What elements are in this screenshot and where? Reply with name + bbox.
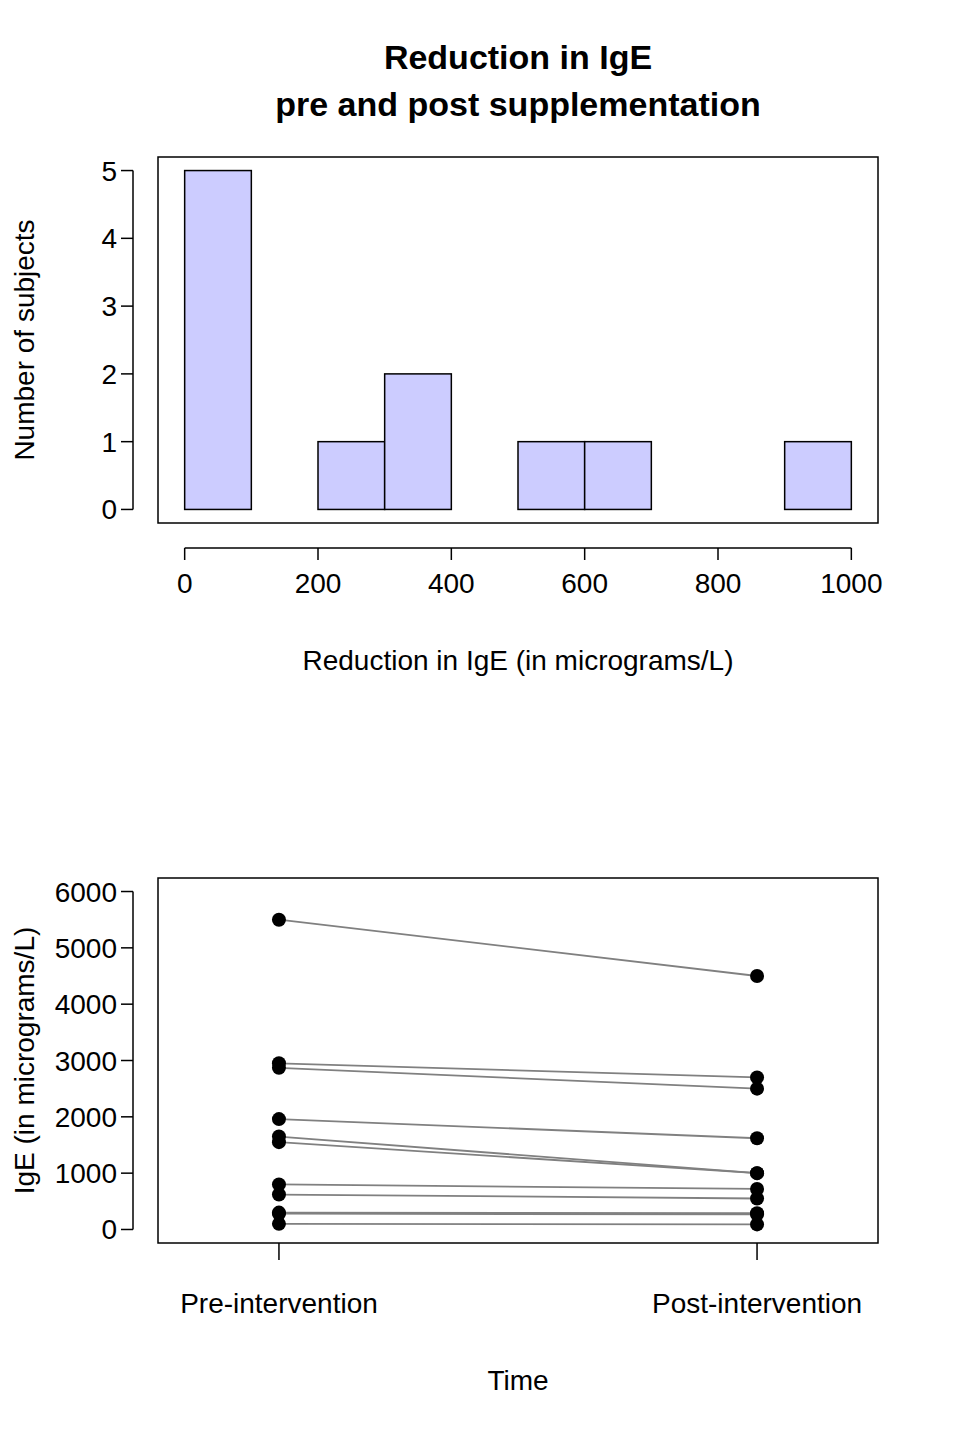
hist-bar (785, 442, 852, 510)
hist-bar (718, 509, 785, 511)
y-axis-label: Number of subjects (9, 219, 40, 460)
y-tick (121, 947, 133, 949)
y-tick-label: 1 (101, 427, 117, 458)
hist-bar (585, 442, 652, 510)
y-tick (121, 1229, 133, 1231)
y-axis-label: IgE (in micrograms/L) (9, 927, 40, 1195)
plot-area (185, 171, 852, 510)
y-tick (121, 170, 133, 172)
x-tick-label: Pre-intervention (180, 1288, 378, 1319)
subject-line (279, 1213, 757, 1215)
x-axis-label: Reduction in IgE (in micrograms/L) (302, 645, 733, 676)
hist-bar (318, 442, 385, 510)
x-tick (451, 548, 453, 560)
x-tick (184, 548, 186, 560)
hist-bar (451, 509, 518, 511)
y-tick-label: 4 (101, 223, 117, 254)
y-tick (121, 1003, 133, 1005)
y-tick (121, 441, 133, 443)
x-axis-line (185, 547, 852, 549)
x-tick-label: 1000 (820, 568, 882, 599)
subject-point (272, 913, 286, 927)
subject-point (750, 1217, 764, 1231)
title: Reduction in IgE (384, 38, 652, 76)
hist-bar (185, 171, 252, 510)
y-tick-label: 0 (101, 1214, 117, 1245)
subject-point (272, 1217, 286, 1231)
y-tick-label: 2000 (55, 1102, 117, 1133)
x-tick (317, 548, 319, 560)
subject-point (750, 1166, 764, 1180)
y-axis-line (132, 171, 134, 510)
subject-line (279, 1137, 757, 1174)
subject-line (279, 1212, 757, 1214)
y-tick-label: 6000 (55, 877, 117, 908)
subject-line (279, 1142, 757, 1173)
x-tick-label: 600 (561, 568, 608, 599)
hist-bar (518, 442, 585, 510)
y-tick-label: 0 (101, 494, 117, 525)
figure: Reduction in IgE pre and post supplementa… (0, 0, 960, 1440)
y-tick (121, 1060, 133, 1062)
subject-line (279, 1223, 757, 1225)
subject-line (279, 1119, 757, 1138)
chart-line: Pre-intervention Post-intervention 0 1000 20… (9, 877, 878, 1396)
subject-line (279, 1184, 757, 1189)
x-tick (584, 548, 586, 560)
y-tick-label: 5 (101, 156, 117, 187)
subject-point (272, 1188, 286, 1202)
x-tick (717, 548, 719, 560)
y-tick (121, 1116, 133, 1118)
x-tick-label: Post-intervention (652, 1288, 862, 1319)
chart-histogram: Reduction in IgE pre and post supplementa… (9, 38, 882, 676)
subject-point (750, 1082, 764, 1096)
x-tick (756, 1243, 758, 1260)
plot-frame (158, 878, 878, 1243)
title: pre and post supplementation (275, 85, 760, 123)
subject-point (750, 1192, 764, 1206)
y-tick-label: 3 (101, 291, 117, 322)
subject-line (279, 1068, 757, 1089)
plot-area (272, 913, 764, 1232)
subject-point (272, 1135, 286, 1149)
y-tick (121, 238, 133, 240)
hist-bar (251, 509, 318, 511)
x-tick (278, 1243, 280, 1260)
x-tick (851, 548, 853, 560)
y-tick-label: 5000 (55, 933, 117, 964)
subject-point (272, 1112, 286, 1126)
x-tick-label: 400 (428, 568, 475, 599)
y-tick (121, 1172, 133, 1174)
subject-point (750, 1166, 764, 1180)
subject-point (750, 1131, 764, 1145)
x-axis-label: Time (487, 1365, 548, 1396)
x-tick-label: 200 (295, 568, 342, 599)
y-tick-label: 1000 (55, 1158, 117, 1189)
x-tick-label: 800 (695, 568, 742, 599)
hist-bar (651, 509, 718, 511)
y-tick (121, 509, 133, 511)
y-tick (121, 305, 133, 307)
subject-line (279, 920, 757, 976)
plot-frame (158, 157, 878, 523)
y-tick (121, 373, 133, 375)
x-tick-label: 0 (177, 568, 193, 599)
subject-line (279, 1195, 757, 1199)
subject-point (272, 1061, 286, 1075)
y-tick (121, 891, 133, 893)
y-tick-label: 2 (101, 359, 117, 390)
y-tick-label: 3000 (55, 1046, 117, 1077)
hist-bar (385, 374, 452, 510)
subject-point (750, 969, 764, 983)
y-tick-label: 4000 (55, 989, 117, 1020)
